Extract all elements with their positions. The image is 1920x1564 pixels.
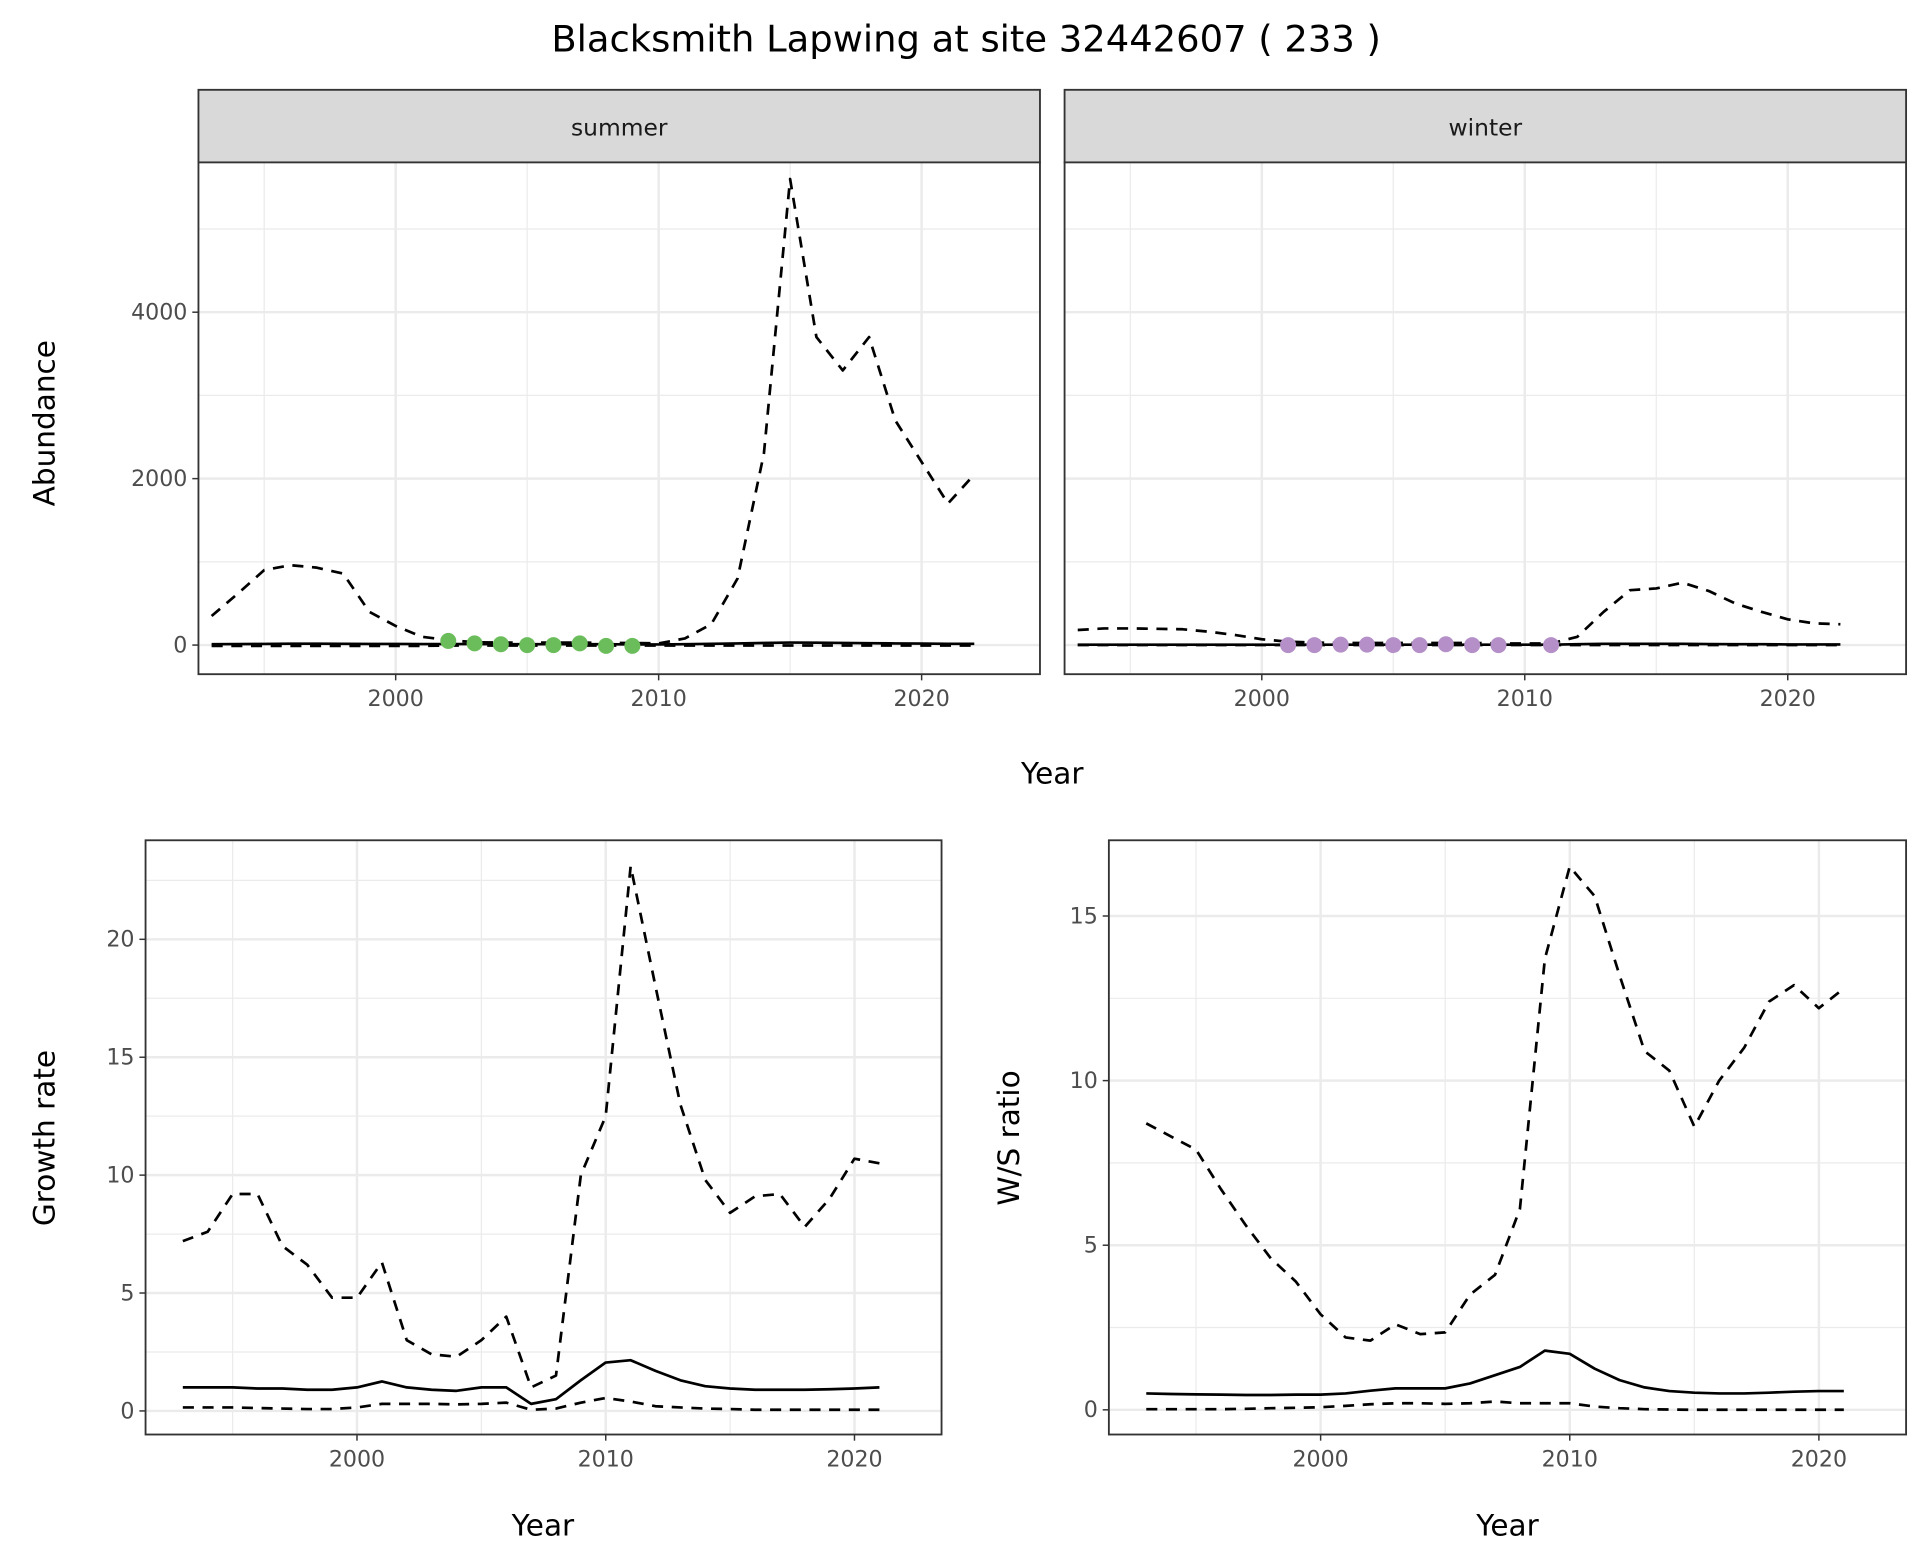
x-tick-label: 2020 [826, 1446, 882, 1472]
x-tick-label: 2010 [1497, 686, 1553, 712]
y-tick-label: 0 [1084, 1397, 1098, 1423]
x-tick-label: 2010 [578, 1446, 634, 1472]
x-tick-label: 2020 [893, 686, 949, 712]
growth-y-axis-title: Growth rate [28, 1050, 62, 1226]
y-tick-label: 2000 [131, 466, 187, 492]
x-tick-label: 2010 [1542, 1446, 1598, 1472]
y-tick-label: 15 [106, 1045, 134, 1071]
panel-ws: 2000 2010 2020 0 5 10 15 [1070, 840, 1906, 1472]
chart-title: Blacksmith Lapwing at site 32442607 ( 23… [551, 18, 1381, 61]
growth-x-axis-title: Year [511, 1508, 575, 1542]
data-point [440, 633, 456, 649]
series-line-mean [212, 643, 975, 645]
data-point [1359, 637, 1375, 653]
panel-background [198, 162, 1040, 674]
y-tick-label: 10 [106, 1163, 134, 1189]
x-tick-label: 2020 [1791, 1446, 1847, 1472]
data-point [493, 636, 509, 652]
panel-summer: 2000 2010 2020 0 2000 4000 [131, 90, 1040, 712]
data-point [1412, 637, 1428, 653]
x-tick-label: 2020 [1760, 686, 1816, 712]
y-tick-label: 0 [173, 632, 187, 658]
data-point [1490, 637, 1506, 653]
y-tick-label: 15 [1070, 903, 1098, 929]
facet-strip-label-summer: summer [571, 113, 668, 141]
panel-winter: 2000 2010 2020 [1065, 90, 1907, 712]
y-tick-label: 4000 [131, 300, 187, 326]
data-point [1333, 637, 1349, 653]
facet-strip-label-winter: winter [1449, 113, 1523, 141]
data-point [1464, 637, 1480, 653]
y-tick-label: 5 [120, 1280, 134, 1306]
data-point [545, 637, 561, 653]
data-point [572, 635, 588, 651]
top-y-axis-title: Abundance [28, 340, 62, 506]
top-x-axis-title: Year [1020, 757, 1084, 791]
x-tick-label: 2000 [1234, 686, 1290, 712]
y-tick-label: 10 [1070, 1068, 1098, 1094]
panel-background [1109, 840, 1906, 1434]
data-point [1438, 636, 1454, 652]
data-point [598, 638, 614, 654]
ws-x-axis-title: Year [1475, 1508, 1539, 1542]
y-tick-label: 0 [120, 1398, 134, 1424]
data-point [519, 637, 535, 653]
x-tick-label: 2000 [368, 686, 424, 712]
data-point [1280, 637, 1296, 653]
data-point [624, 638, 640, 654]
y-tick-label: 20 [106, 927, 134, 953]
panel-growth: 2000 2010 2020 0 5 10 15 20 [106, 840, 941, 1472]
panel-background [146, 840, 942, 1434]
x-tick-label: 2010 [631, 686, 687, 712]
data-point [1385, 637, 1401, 653]
y-tick-label: 5 [1084, 1233, 1098, 1259]
ws-y-axis-title: W/S ratio [992, 1070, 1026, 1205]
x-tick-label: 2000 [1292, 1446, 1348, 1472]
data-point [1543, 637, 1559, 653]
data-point [1306, 637, 1322, 653]
x-tick-label: 2000 [329, 1446, 385, 1472]
panel-background [1065, 162, 1907, 674]
data-point [467, 635, 483, 651]
